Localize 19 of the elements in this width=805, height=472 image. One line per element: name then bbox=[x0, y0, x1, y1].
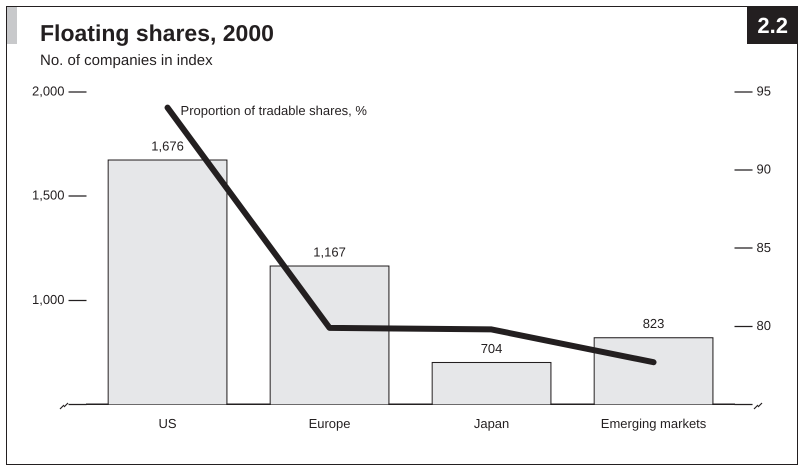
text: 2.2 bbox=[747, 7, 798, 44]
x-tick-label: US bbox=[158, 416, 177, 431]
y2-tick-label: 80 bbox=[756, 318, 772, 333]
y2-tick-label: 85 bbox=[756, 240, 772, 255]
y-tick-label: 2,000 bbox=[32, 84, 65, 99]
x-tick-label: Europe bbox=[308, 416, 350, 431]
y2-tick-label: 90 bbox=[756, 162, 772, 177]
series-label: Proportion of tradable shares, % bbox=[180, 103, 368, 118]
y2-tick-label: 95 bbox=[756, 84, 772, 99]
chart-subtitle: No. of companies in index bbox=[40, 52, 213, 69]
data-label: 1,167 bbox=[313, 244, 346, 260]
y-tick-label: 1,500 bbox=[32, 188, 65, 203]
data-label: 704 bbox=[480, 340, 502, 356]
x-tick-label: Emerging markets bbox=[600, 416, 707, 431]
x-tick-label: Japan bbox=[474, 416, 510, 431]
data-label: 823 bbox=[642, 316, 664, 332]
y-tick-label: 1,000 bbox=[32, 292, 65, 307]
data-label: 1,676 bbox=[151, 138, 184, 154]
chart-title: Floating shares, 2000 bbox=[40, 20, 274, 47]
